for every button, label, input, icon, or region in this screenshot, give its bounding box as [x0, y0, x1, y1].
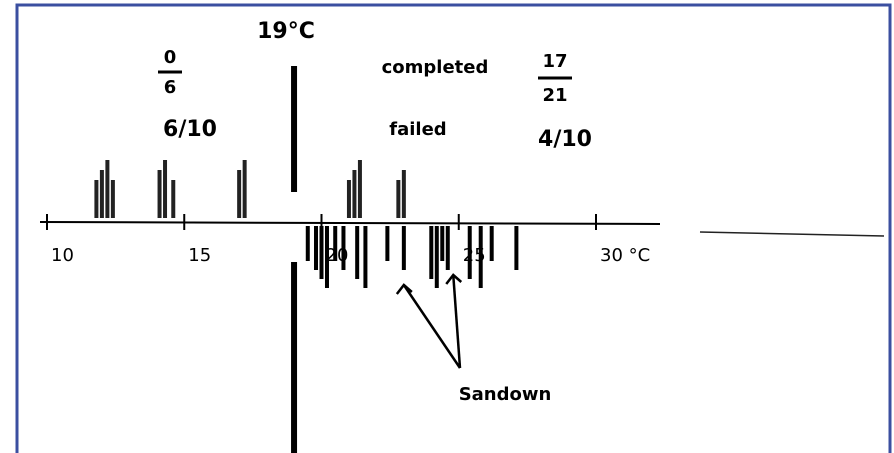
ratio: 6/10: [163, 117, 217, 142]
completed-bar: [402, 170, 406, 218]
failed-bar: [429, 226, 433, 279]
threshold-line: [291, 262, 297, 453]
failed-bar: [490, 226, 494, 261]
failed-bar: [385, 226, 389, 261]
tick-label: 30 °C: [600, 245, 650, 266]
failed-bar: [325, 226, 329, 288]
completed-bar: [171, 180, 175, 218]
completed-bar: [352, 170, 356, 218]
fraction-denominator: 21: [542, 85, 567, 106]
threshold-label: 19°C: [257, 19, 315, 44]
completed-bar: [94, 180, 98, 218]
failed-bar: [320, 226, 324, 279]
sketch: 19°C 0 6 6/10 completed failed 17 21 4/1…: [0, 0, 894, 453]
completed-bar: [396, 180, 400, 218]
fraction-numerator: 17: [542, 51, 567, 72]
failed-bar: [355, 226, 359, 279]
failed-bar: [435, 226, 439, 288]
failed-bar: [306, 226, 310, 261]
completed-bar: [358, 160, 362, 218]
page: 19°C 0 6 6/10 completed failed 17 21 4/1…: [0, 0, 894, 453]
failed-bar: [341, 226, 345, 270]
failed-bar: [314, 226, 318, 270]
completed-bar: [158, 170, 162, 218]
fraction-denominator: 6: [164, 77, 177, 98]
completed-bar: [237, 170, 241, 218]
completed-bar: [111, 180, 115, 218]
annotation-label: Sandown: [459, 384, 552, 405]
ratio: 4/10: [538, 127, 592, 152]
completed-bar: [105, 160, 109, 218]
failed-bar: [468, 226, 472, 279]
legend-below: failed: [389, 119, 446, 140]
legend-above: completed: [382, 57, 489, 78]
failed-bar: [446, 226, 450, 270]
fraction-numerator: 0: [164, 47, 177, 68]
completed-bar: [347, 180, 351, 218]
completed-bar: [100, 170, 104, 218]
completed-bar: [243, 160, 247, 218]
failed-bar: [333, 226, 337, 261]
failed-bar: [363, 226, 367, 288]
completed-bar: [163, 160, 167, 218]
tick-label: 15: [188, 245, 211, 266]
threshold-line: [291, 66, 297, 192]
failed-bar: [440, 226, 444, 261]
failed-bar: [479, 226, 483, 288]
failed-bar: [402, 226, 406, 270]
tick-label: 10: [51, 245, 74, 266]
failed-bar: [514, 226, 518, 270]
